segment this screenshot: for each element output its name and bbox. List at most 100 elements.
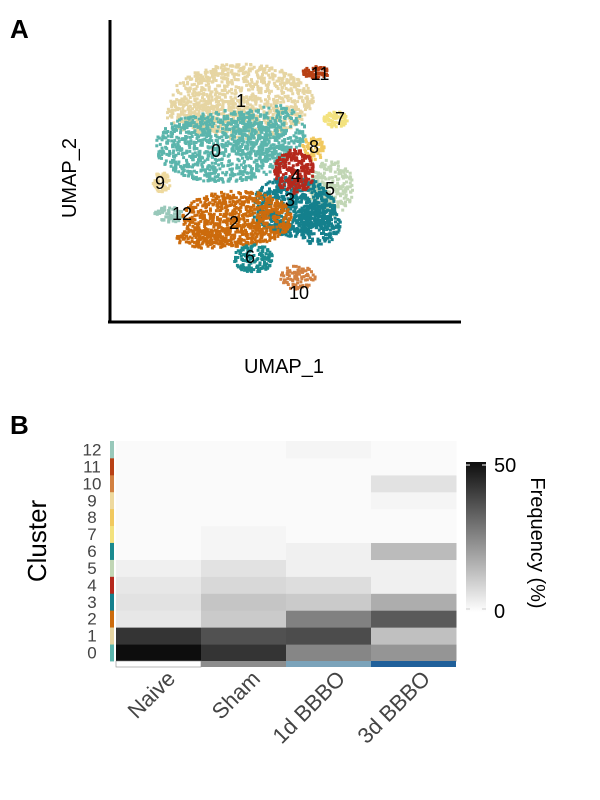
cluster-tick-1: 1: [87, 627, 96, 646]
condition-tick-labels: Naive Sham 1d BBBO 3d BBBO: [123, 666, 435, 749]
condition-tick-0: Naive: [123, 666, 180, 723]
umap-cluster-label-4: 4: [291, 166, 301, 186]
heatmap-cell-2-3: [371, 610, 457, 628]
heatmap-cell-0-0: [116, 644, 202, 662]
heatmap-cell-1-2: [286, 627, 372, 645]
heatmap-cell-1-0: [116, 627, 202, 645]
heatmap-cell-9-2: [286, 491, 372, 510]
cluster-tick-4: 4: [87, 576, 96, 595]
heatmap-cell-4-0: [116, 576, 202, 594]
heatmap-cells: [116, 441, 457, 662]
cluster-strip-12: [110, 441, 114, 459]
umap-cluster-label-7: 7: [335, 109, 345, 129]
cluster-strip-4: [110, 576, 114, 594]
heatmap-cell-1-3: [371, 627, 457, 645]
condition-tick-1: Sham: [207, 666, 265, 724]
umap-y-label: UMAP_2: [59, 138, 81, 218]
cluster-tick-12: 12: [83, 441, 102, 460]
heatmap-cell-11-3: [371, 458, 457, 476]
cluster-tick-11: 11: [83, 457, 101, 476]
heatmap-cell-6-0: [116, 542, 202, 561]
heatmap-cell-3-2: [286, 593, 372, 611]
umap-cluster-label-1: 1: [236, 91, 246, 111]
heatmap-cell-6-2: [286, 542, 372, 561]
condition-tick-2: 1d BBBO: [268, 666, 351, 749]
cluster-tick-7: 7: [87, 525, 96, 544]
umap-cluster-label-10: 10: [289, 283, 309, 303]
cluster-3-points-b: [295, 201, 342, 246]
heatmap-cell-5-1: [201, 559, 287, 577]
heatmap-cell-9-1: [201, 491, 287, 510]
heatmap-cell-12-1: [201, 441, 287, 459]
heatmap-cell-10-2: [286, 474, 372, 493]
heatmap-cell-11-1: [201, 458, 287, 476]
heatmap-cell-8-3: [371, 508, 457, 527]
condition-strip-1: [201, 661, 286, 667]
heatmap-cell-8-0: [116, 508, 202, 527]
heatmap-cell-9-3: [371, 491, 457, 510]
condition-color-strip: [115, 660, 456, 668]
cluster-strip-6: [110, 542, 114, 560]
cluster-color-strip: [110, 441, 114, 662]
cluster-strip-2: [110, 610, 114, 628]
heatmap-cell-3-0: [116, 593, 202, 611]
heatmap-cell-2-2: [286, 610, 372, 628]
frequency-legend: 50 0 Frequency (%): [466, 455, 548, 623]
umap-cluster-label-5: 5: [325, 179, 335, 199]
cluster-strip-1: [110, 627, 114, 645]
heatmap-cell-8-2: [286, 508, 372, 527]
umap-cluster-label-2: 2: [229, 213, 239, 233]
cluster-12-points: [153, 205, 185, 224]
cluster-9-points: [151, 171, 172, 194]
cluster-0-points: [155, 109, 292, 184]
heatmap-cell-11-0: [116, 458, 202, 476]
cluster-tick-2: 2: [87, 610, 96, 629]
panel-a-label: A: [10, 14, 29, 44]
heatmap-cell-10-3: [371, 474, 457, 493]
panel-b-label: B: [10, 410, 29, 440]
cluster-strip-3: [110, 593, 114, 611]
cluster-tick-8: 8: [87, 508, 96, 527]
heatmap-cell-5-3: [371, 559, 457, 577]
heatmap-cell-6-1: [201, 542, 287, 561]
umap-points: [151, 62, 354, 291]
cluster-tick-0: 0: [87, 644, 96, 663]
heatmap-cell-5-2: [286, 559, 372, 577]
condition-strip-2: [286, 661, 371, 667]
cluster-10-points: [279, 264, 317, 291]
cluster-strip-8: [110, 508, 114, 527]
heatmap-cell-3-1: [201, 593, 287, 611]
umap-cluster-label-11: 11: [311, 64, 330, 84]
heatmap-cell-10-1: [201, 474, 287, 493]
cluster-strip-0: [110, 644, 114, 662]
heatmap-cell-12-0: [116, 441, 202, 459]
heatmap-cell-10-0: [116, 474, 202, 493]
cluster-tick-6: 6: [87, 542, 96, 561]
cluster-strip-10: [110, 474, 114, 493]
cluster-strip-9: [110, 491, 114, 510]
cluster-tick-5: 5: [87, 559, 96, 578]
heatmap-cell-2-0: [116, 610, 202, 628]
cluster-strip-11: [110, 458, 114, 476]
heatmap-cell-9-0: [116, 491, 202, 510]
cluster-4-points: [273, 148, 315, 195]
cluster-tick-9: 9: [87, 491, 96, 510]
cluster-tick-10: 10: [83, 474, 102, 493]
heatmap-cell-7-0: [116, 525, 202, 544]
heatmap-cell-0-3: [371, 644, 457, 662]
heatmap-cell-7-1: [201, 525, 287, 544]
cluster-2-points-b: [175, 228, 237, 250]
colorbar: [466, 462, 486, 612]
condition-tick-3: 3d BBBO: [353, 666, 436, 749]
heatmap-cell-0-2: [286, 644, 372, 662]
heatmap-cell-8-1: [201, 508, 287, 527]
heatmap-cell-11-2: [286, 458, 372, 476]
heatmap-cell-3-3: [371, 593, 457, 611]
cluster-0-points-b: [232, 104, 307, 161]
heatmap-cell-7-2: [286, 525, 372, 544]
heatmap-cell-6-3: [371, 542, 457, 561]
